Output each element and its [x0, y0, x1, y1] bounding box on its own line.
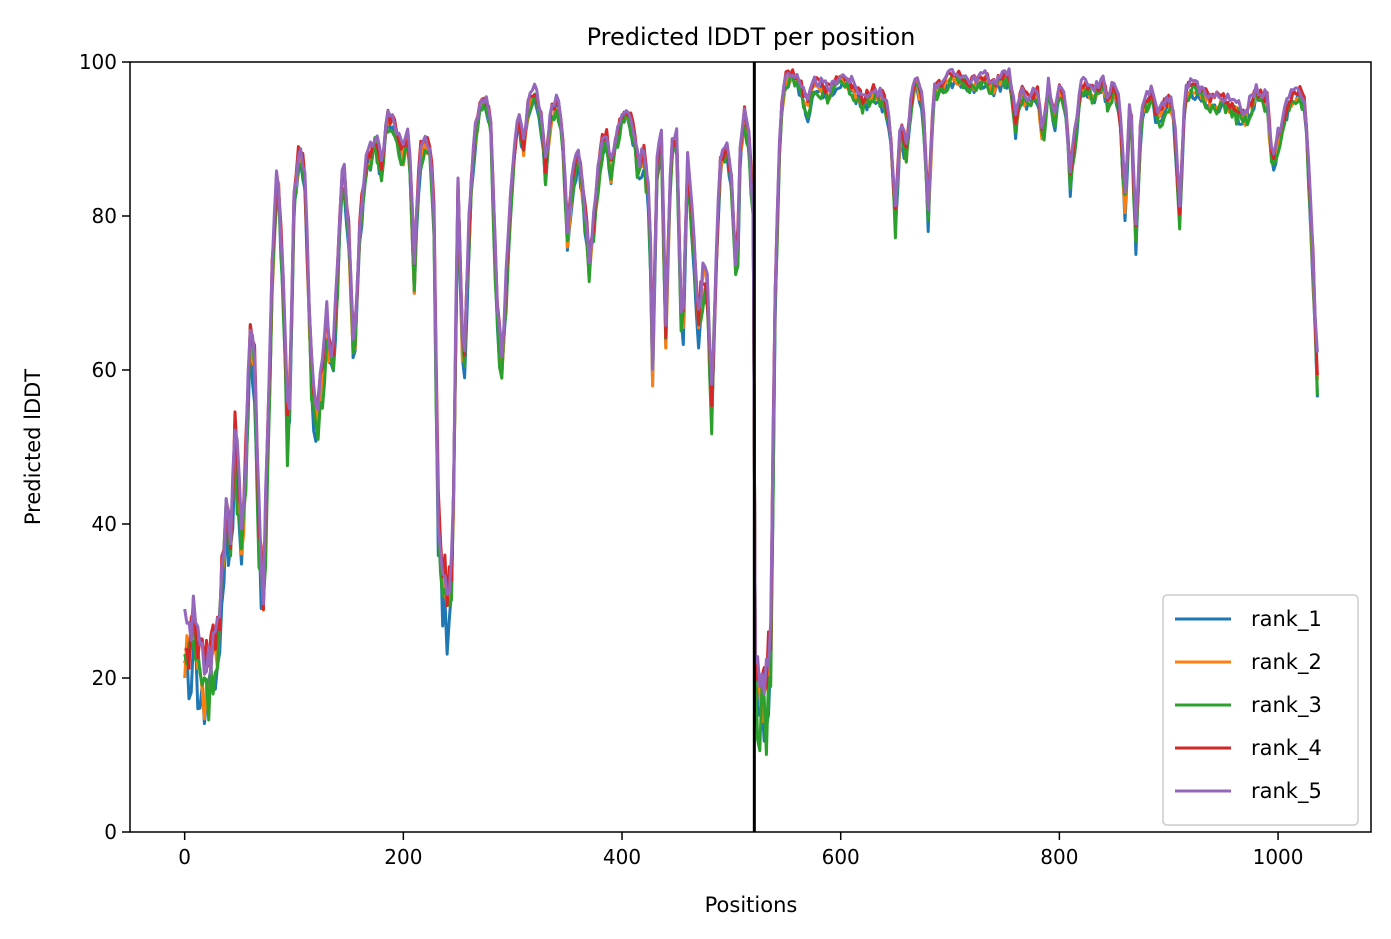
x-tick-label: 800 [1040, 845, 1078, 869]
legend-label-rank_4: rank_4 [1251, 736, 1322, 761]
x-tick-label: 400 [603, 845, 641, 869]
x-tick-label: 0 [178, 845, 191, 869]
y-tick-label: 0 [104, 820, 117, 844]
legend-label-rank_2: rank_2 [1251, 650, 1322, 675]
y-tick-label: 60 [92, 358, 117, 382]
y-axis: 0 20 40 60 80 100 [79, 50, 130, 844]
y-axis-title: Predicted lDDT [21, 369, 45, 525]
legend-box [1162, 594, 1359, 826]
y-tick-label: 40 [92, 512, 117, 536]
y-tick-label: 100 [79, 50, 117, 74]
x-axis-title: Positions [705, 893, 798, 917]
x-tick-label: 200 [384, 845, 422, 869]
legend: rank_1 rank_2 rank_3 rank_4 rank_5 [1162, 594, 1359, 826]
legend-label-rank_3: rank_3 [1251, 693, 1322, 718]
plot-frame [129, 61, 1372, 833]
x-axis: 0 200 400 600 800 1000 [178, 832, 1304, 869]
y-tick-label: 20 [92, 666, 117, 690]
x-tick-label: 1000 [1253, 845, 1304, 869]
x-tick-label: 600 [822, 845, 860, 869]
legend-label-rank_5: rank_5 [1251, 779, 1322, 804]
chart-title: Predicted lDDT per position [587, 23, 916, 51]
y-tick-label: 80 [92, 204, 117, 228]
series-line-rank_5 [183, 67, 1319, 696]
legend-label-rank_1: rank_1 [1251, 607, 1322, 632]
series-layer [183, 67, 1319, 756]
